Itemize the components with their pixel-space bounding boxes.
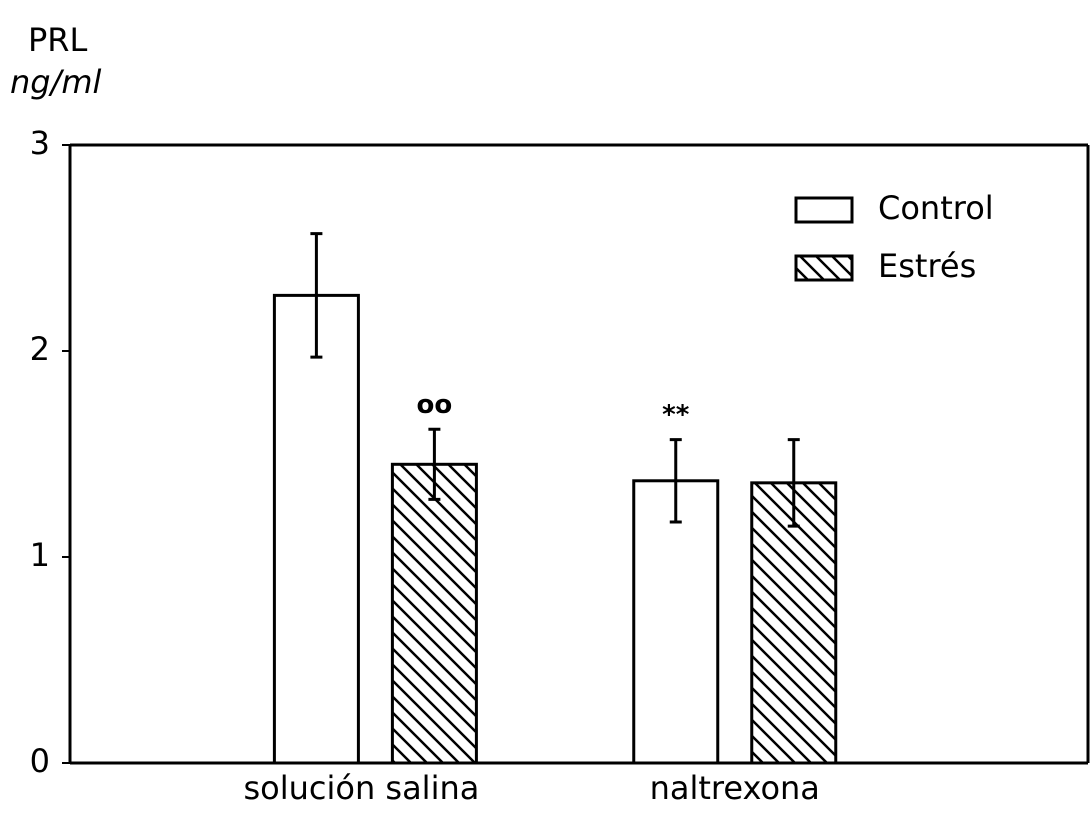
y-tick-label: 1	[30, 536, 50, 574]
x-tick-label: solución salina	[243, 769, 479, 807]
legend-swatch	[794, 254, 854, 282]
significance-annotation: **	[662, 400, 690, 430]
y-axis-units: ng/ml	[10, 63, 102, 101]
bar	[750, 481, 838, 765]
plot-frame	[68, 143, 1090, 765]
y-tick-label: 2	[30, 330, 50, 368]
bar	[632, 479, 720, 765]
y-tick-label: 3	[30, 124, 50, 162]
y-axis-label: PRL	[28, 21, 88, 59]
legend-label: Control	[878, 189, 994, 227]
error-bar	[669, 438, 682, 524]
legend-swatch	[794, 196, 854, 224]
legend-label: Estrés	[878, 247, 976, 285]
error-bar	[310, 232, 323, 359]
bar	[390, 462, 478, 765]
error-bar	[428, 427, 441, 501]
significance-annotation: oo	[417, 390, 453, 420]
error-bar	[787, 438, 800, 528]
x-tick-label: naltrexona	[650, 769, 820, 807]
bar	[272, 293, 360, 765]
y-tick-label: 0	[30, 742, 50, 780]
